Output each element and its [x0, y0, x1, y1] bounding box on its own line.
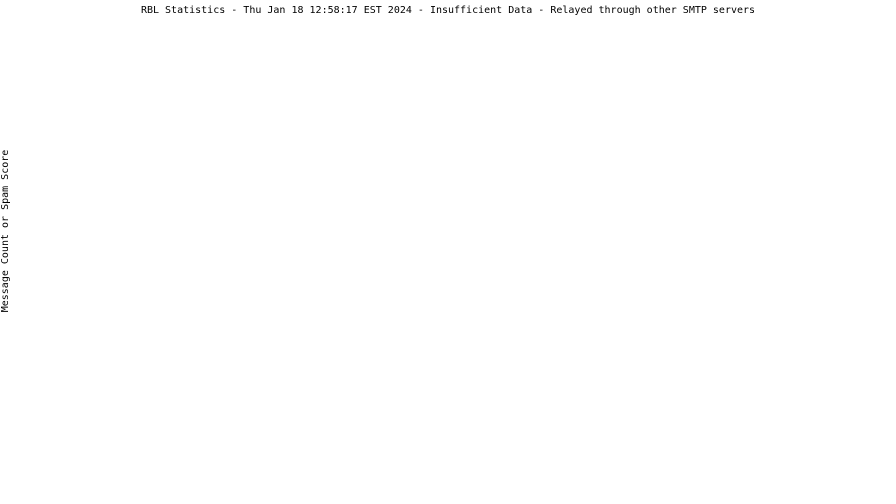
chart-title: RBL Statistics - Thu Jan 18 12:58:17 EST…: [140, 5, 756, 16]
